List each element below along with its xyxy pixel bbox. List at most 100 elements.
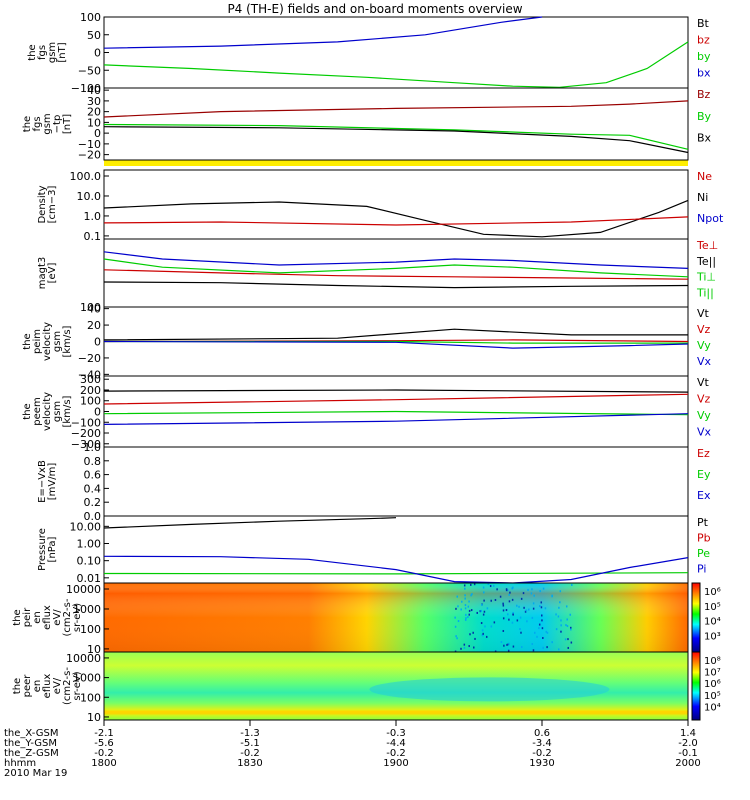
- panel-10-tick-label: 10000: [66, 652, 101, 665]
- panel-4-ylabel: magt3: [37, 257, 48, 290]
- panel-1-legend-bz: bz: [697, 34, 710, 47]
- panel-5-legend-Vt: Vt: [697, 307, 710, 320]
- panel-9-speckle: [533, 594, 535, 597]
- panel-9-speckle: [471, 593, 473, 596]
- panel-9-speckle: [482, 586, 485, 589]
- panel-9-speckle: [567, 638, 569, 641]
- panel-9-speckle: [481, 634, 484, 637]
- time-axis-value: -5.6: [94, 738, 114, 749]
- panel-9-speckle: [551, 641, 553, 644]
- panel-2-tick-label: 10: [87, 116, 101, 129]
- panel-6-ylabel: velocity: [42, 392, 53, 431]
- panel-10-ylabel: eV/: [52, 677, 63, 694]
- panel-9-speckle: [539, 590, 541, 593]
- panel-9-speckle: [502, 629, 505, 632]
- time-axis-value: -4.4: [386, 738, 406, 749]
- panel-9-speckle: [520, 646, 523, 649]
- panel-9-speckle: [457, 605, 459, 608]
- panel-9-speckle: [480, 622, 483, 625]
- panel-9-speckle: [482, 613, 485, 616]
- panel-6-ylabel: [km/s]: [62, 395, 73, 427]
- panel-9-speckle: [541, 619, 543, 622]
- panel-9-speckle: [512, 645, 515, 648]
- panel-9-speckle: [464, 587, 466, 590]
- panel-9-ylabel: the: [12, 609, 23, 625]
- panel-2-series-Bz: [103, 100, 689, 118]
- panel-5-tick-label: −20: [78, 352, 101, 365]
- panel-9-speckle: [476, 611, 478, 614]
- time-axis-value: -5.1: [240, 738, 260, 749]
- panel-1-ylabel: [nT]: [57, 42, 68, 62]
- panel-1-tick-label: 100: [80, 11, 101, 24]
- panel-2-ylabel: −tp: [52, 115, 63, 134]
- time-axis-hhmm: 1800: [91, 758, 116, 769]
- panel-9-colorbar-label: 10⁴: [704, 617, 721, 628]
- panel-4-series-Ti⊥: [103, 251, 689, 269]
- panel-6-ylabel: gsm: [52, 401, 63, 422]
- panel-7-legend-Ey: Ey: [697, 468, 711, 481]
- panel-9-speckle: [519, 628, 521, 631]
- panel-5-ylabel: [km/s]: [62, 325, 73, 357]
- panel-6-tick-label: 0: [94, 406, 101, 419]
- panel-9-speckle: [468, 600, 470, 603]
- panel-9-speckle: [481, 603, 483, 606]
- panel-9-speckle: [468, 613, 471, 616]
- panel-10-ylabel: (cm2-s-: [62, 667, 73, 705]
- panel-7-ylabel: E=−VxB: [37, 460, 48, 503]
- panel-8-series-Pe: [103, 572, 689, 575]
- panel-9-speckle: [542, 587, 545, 590]
- panel-4-legend-Te⊥: Te⊥: [696, 239, 718, 252]
- panel-1-tick-label: −50: [78, 64, 101, 77]
- yellow-bar: [104, 160, 688, 166]
- panel-6-legend-Vy: Vy: [697, 409, 711, 422]
- panel-6-series-Vz: [103, 393, 689, 405]
- panel-9-speckle: [502, 604, 505, 607]
- panel-9-ylabel: sr-eV): [72, 603, 83, 632]
- panel-8-legend-Pe: Pe: [697, 547, 710, 560]
- panel-5-series-Vt: [103, 328, 688, 341]
- panel-3-ylabel: [cm−3]: [47, 186, 58, 224]
- panel-4-legend-Te||: Te||: [696, 255, 716, 268]
- panel-9-speckle: [456, 637, 458, 640]
- panel-9-speckle: [506, 643, 508, 646]
- panel-9-speckle: [507, 649, 510, 652]
- panel-7-ylabel: [mV/m]: [47, 463, 58, 501]
- panel-8-series-Pt: [103, 517, 397, 529]
- panel-1-ylabel: gsm: [47, 42, 58, 63]
- panel-9-speckle: [565, 605, 568, 608]
- panel-6-legend-Vt: Vt: [697, 376, 710, 389]
- panel-9-speckle: [493, 584, 495, 587]
- panel-9-speckle: [558, 606, 560, 609]
- panel-9-speckle: [512, 613, 514, 616]
- panel-9-speckle: [555, 628, 558, 631]
- panel-9-speckle: [528, 608, 530, 611]
- panel-3-legend-Ni: Ni: [697, 191, 708, 204]
- panel-1-legend-bx: bx: [697, 67, 711, 80]
- panel-6-tick-label: −200: [71, 427, 101, 440]
- panel-9-ylabel: peir: [22, 607, 33, 627]
- panel-9-speckle: [559, 601, 561, 604]
- panel-9-speckle: [534, 631, 536, 634]
- panel-4-series-Te⊥: [103, 269, 689, 280]
- panel-9-speckle: [525, 609, 528, 612]
- panel-9-speckle: [569, 613, 572, 616]
- panel-5-ylabel: the: [22, 333, 33, 349]
- panel-9-speckle: [474, 637, 476, 640]
- panel-9-speckle: [565, 624, 567, 627]
- panel-9-tick-label: 10: [87, 643, 101, 656]
- panel-3-tick-label: 10.0: [77, 190, 102, 203]
- panel-1-frame: [103, 16, 689, 89]
- panel-5-series-Vx: [103, 340, 689, 349]
- panel-10-ylabel: sr-eV): [72, 671, 83, 700]
- panel-6-ylabel: the: [22, 403, 33, 419]
- panel-9-speckle: [541, 614, 543, 617]
- panel-4-legend-Ti||: Ti||: [696, 286, 714, 299]
- panel-4-legend-Ti⊥: Ti⊥: [696, 271, 716, 284]
- panel-3-series-Ne: [103, 216, 689, 226]
- time-axis-row-label: hhmm: [4, 758, 36, 769]
- panel-9-speckle: [469, 633, 471, 636]
- panel-3-tick-label: 1.0: [84, 210, 102, 223]
- panel-6-legend-Vx: Vx: [697, 426, 712, 439]
- panel-9-speckle: [460, 608, 462, 611]
- panel-1-series-by: [103, 41, 689, 88]
